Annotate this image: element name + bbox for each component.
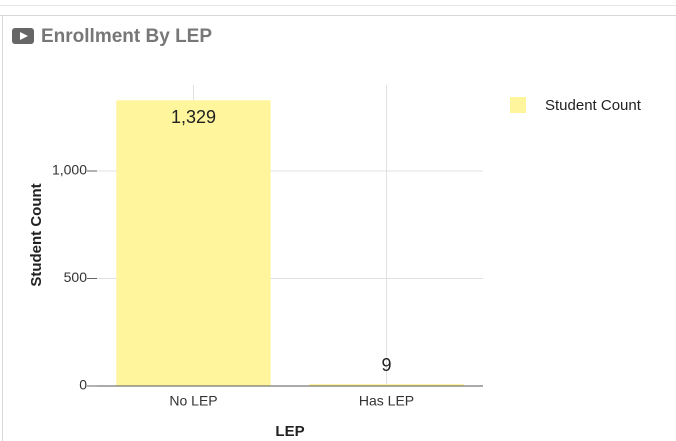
y-tick-label: 500: [64, 269, 88, 285]
x-axis-title: LEP: [275, 423, 304, 440]
legend-swatch: [510, 97, 526, 113]
y-tick-label: 0: [79, 377, 87, 393]
legend-label: Student Count: [545, 97, 642, 114]
x-tick-label: Has LEP: [359, 393, 414, 409]
y-tick-label: 1,000: [52, 162, 87, 178]
title-icon-play: [20, 32, 28, 40]
chart-title: Enrollment By LEP: [41, 26, 212, 47]
bar: [116, 100, 271, 386]
y-axis-title: Student Count: [28, 183, 45, 286]
x-tick-label: No LEP: [169, 393, 217, 409]
data-label: 9: [381, 355, 391, 375]
bar: [309, 384, 464, 387]
data-label: 1,329: [171, 107, 216, 127]
